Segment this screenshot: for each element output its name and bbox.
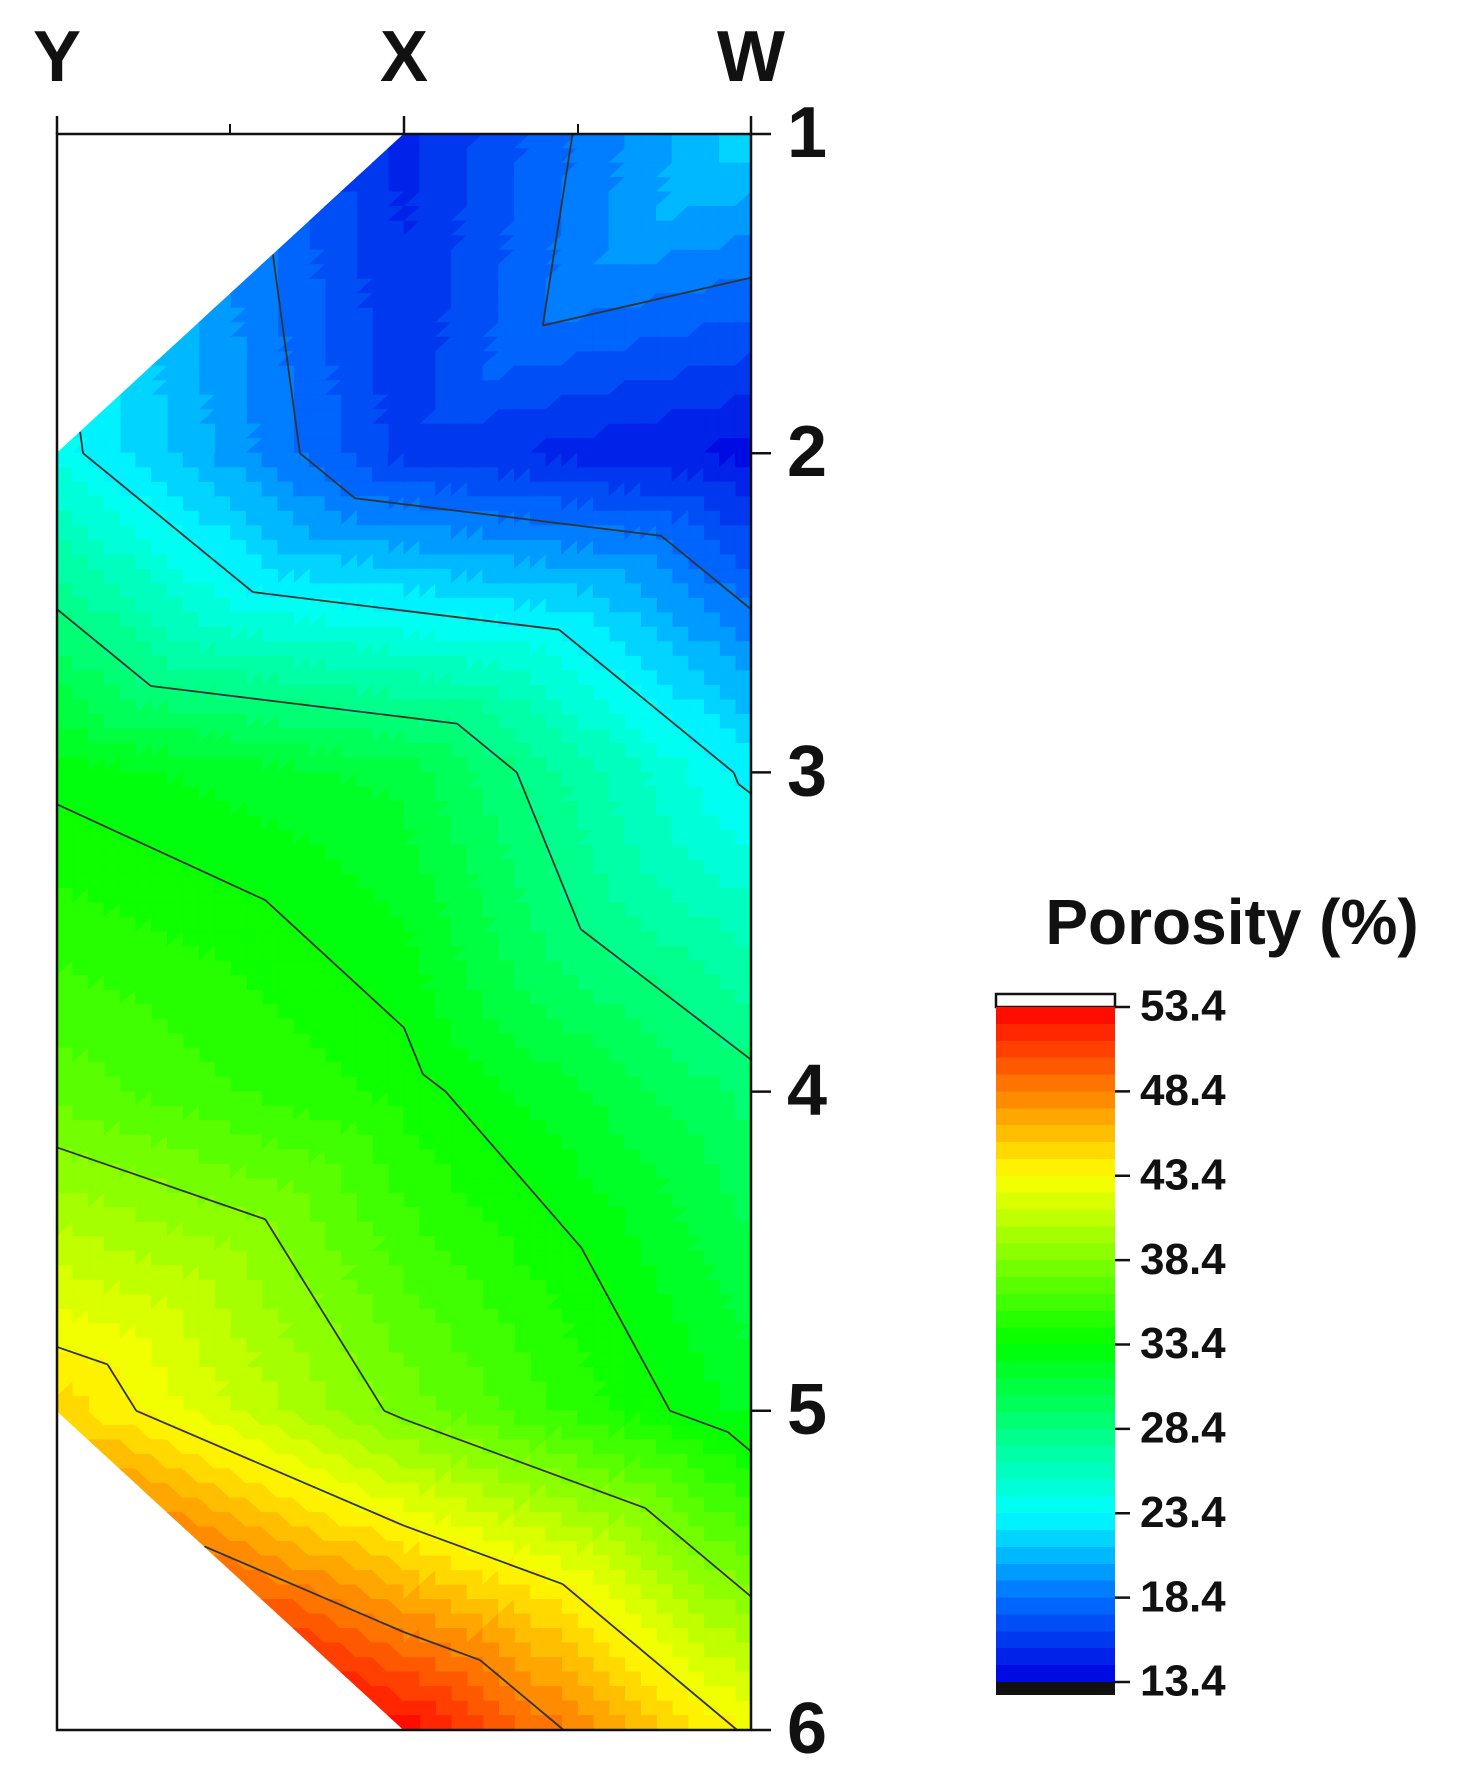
contour-patch: [355, 162, 373, 178]
contour-cell: [55, 452, 406, 774]
contour-patch: [276, 234, 295, 251]
contour-patch: [87, 408, 105, 425]
contour-patch: [55, 437, 74, 454]
contour-patch: [387, 133, 405, 149]
contour-patch: [324, 191, 342, 207]
contour-patch: [182, 321, 200, 338]
contour-field: [55, 133, 753, 1731]
contour-patch: [260, 249, 279, 266]
contour-patch: [245, 263, 263, 280]
contour-patch: [166, 336, 184, 353]
contour-patch: [150, 350, 168, 367]
contour-patch: [308, 205, 326, 222]
contour-patch: [103, 394, 121, 411]
contour-patch: [229, 278, 247, 295]
contour-patch: [339, 176, 358, 193]
contour-cell: [402, 133, 753, 455]
contour-patch: [197, 307, 216, 324]
contour-patch: [371, 147, 389, 164]
contour-patch: [292, 220, 310, 237]
contour-patch: [119, 379, 137, 396]
contour-cell: [402, 133, 753, 455]
contour-patch: [213, 292, 231, 309]
contour-patch: [134, 365, 153, 382]
contour-cell: [55, 133, 406, 455]
